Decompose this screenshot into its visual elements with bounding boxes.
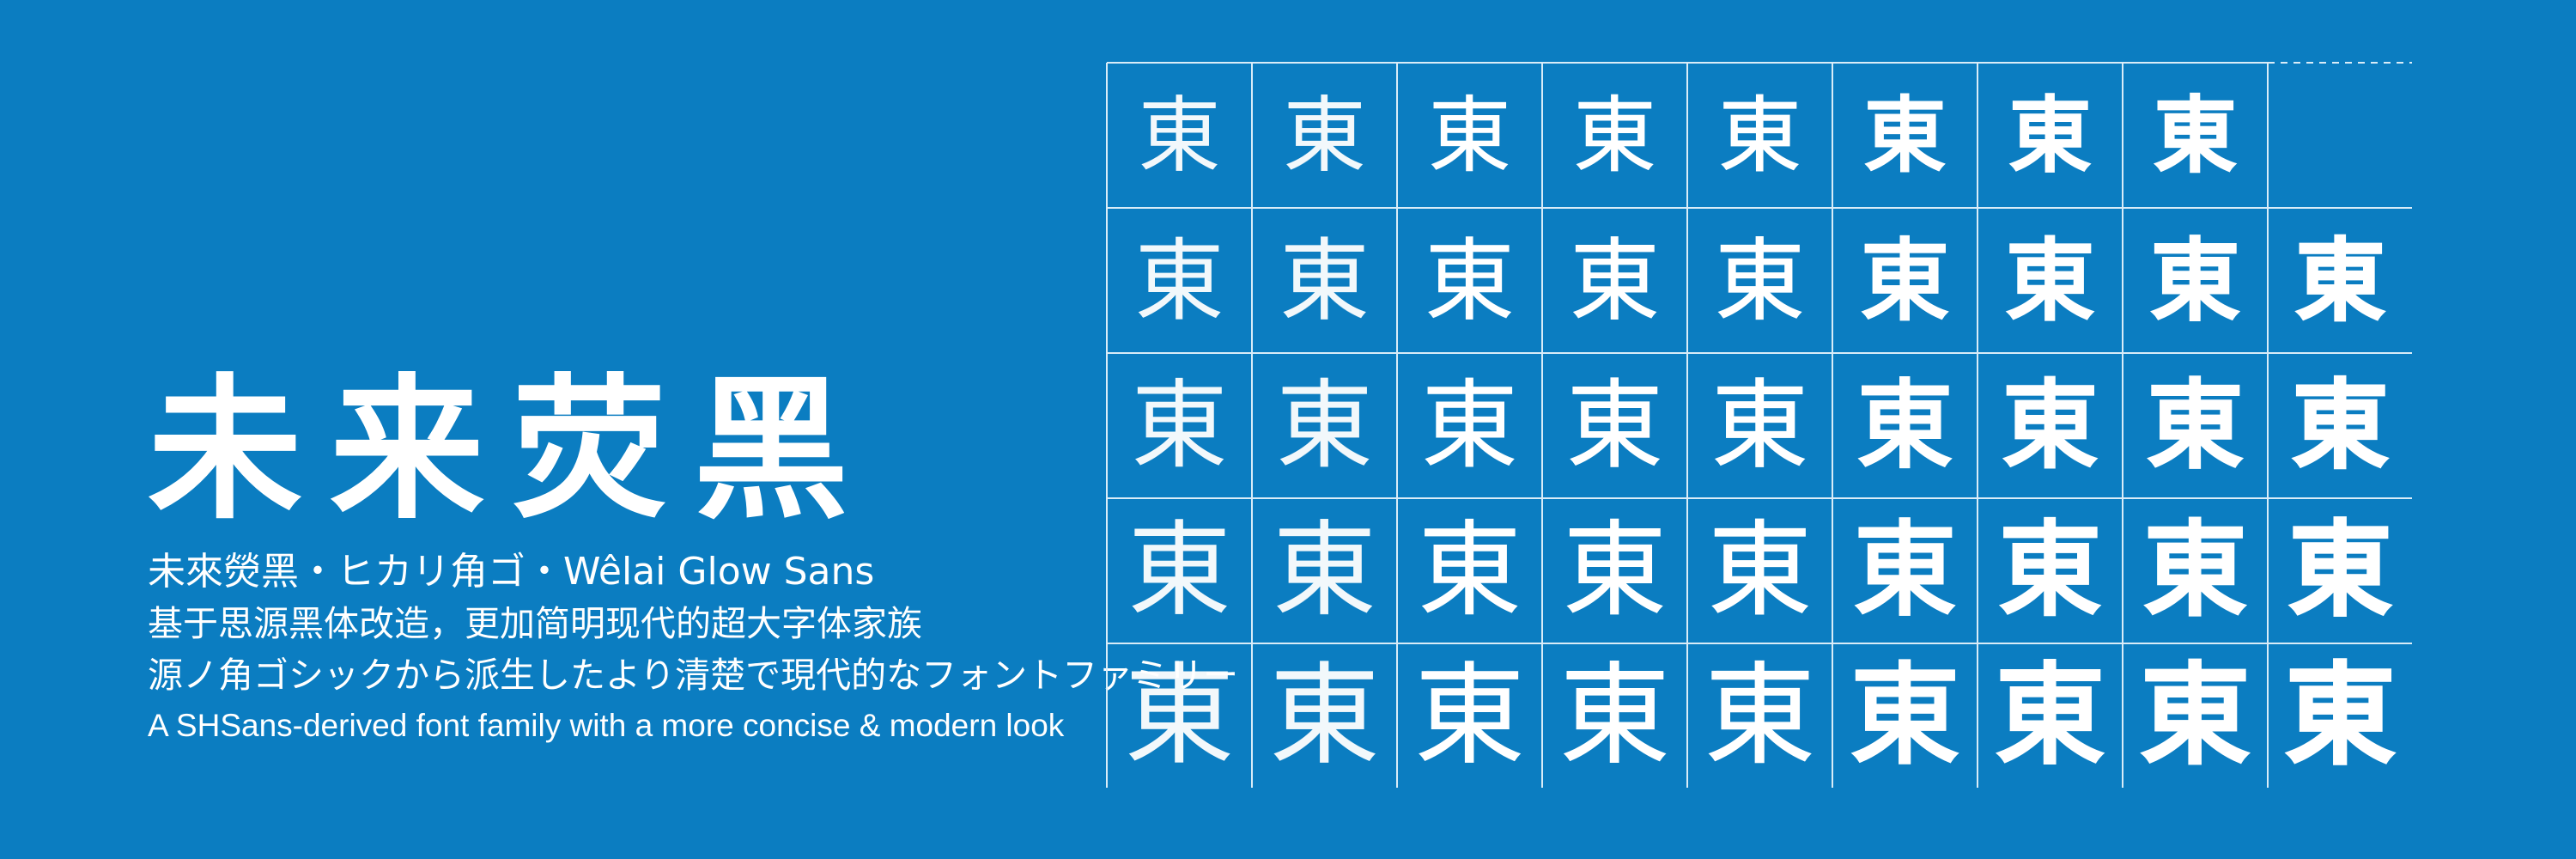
glyph-cell: 東 <box>2005 228 2095 333</box>
glyph-cell: 東 <box>1566 369 1663 482</box>
glyph-cell: 東 <box>1124 651 1235 780</box>
glyph-cell: 東 <box>1711 369 1808 482</box>
glyph-cell: 東 <box>1573 87 1656 184</box>
description-japanese: 源ノ角ゴシックから派生したより清楚で現代的なフォントファミリー <box>148 655 1239 696</box>
glyph-cell: 東 <box>2150 228 2241 333</box>
hero-text: 未来荧黑 未來熒黑・ヒカリ角ゴ・Wêlai Glow Sans 基于思源黑体改造… <box>148 361 1239 751</box>
glyph-cell: 東 <box>1708 510 1812 631</box>
glyph-cell: 東 <box>1421 369 1518 482</box>
glyph-cell: 東 <box>1428 87 1511 184</box>
font-names-subtitle: 未來熒黑・ヒカリ角ゴ・Wêlai Glow Sans <box>148 550 875 594</box>
glyph-cell: 東 <box>1414 651 1525 780</box>
glyph-cell: 東 <box>1863 87 1947 184</box>
glyph-cell: 東 <box>1853 510 1957 631</box>
page-title: 未来荧黑 <box>148 361 877 540</box>
glyph-cell: 東 <box>2143 510 2248 631</box>
glyph-cell: 東 <box>2140 651 2251 780</box>
glyph-cell: 東 <box>1273 510 1376 631</box>
glyph-cell: 東 <box>2154 87 2238 184</box>
glyph-cell: 東 <box>2287 510 2392 631</box>
glyph-cell: 東 <box>2147 369 2245 482</box>
glyph-cell: 東 <box>1998 510 2102 631</box>
glyph-cell: 東 <box>1563 510 1667 631</box>
glyph-cell: 東 <box>2002 369 2099 482</box>
glyph-cell: 東 <box>1718 87 1801 184</box>
glyph-cell: 東 <box>1134 228 1224 333</box>
glyph-cell: 東 <box>2284 651 2396 780</box>
glyph-cell: 東 <box>1418 510 1522 631</box>
glyph-cell: 東 <box>2291 369 2389 482</box>
glyph-cell: 東 <box>1127 510 1231 631</box>
grid-lines <box>1106 62 2412 788</box>
glyph-cell: 東 <box>1856 369 1953 482</box>
glyph-cell: 東 <box>1279 228 1370 333</box>
glyph-cell: 東 <box>1269 651 1380 780</box>
glyph-cell: 東 <box>2008 87 2092 184</box>
glyph-cell: 東 <box>1570 228 1660 333</box>
glyph-cell: 東 <box>1559 651 1670 780</box>
description-chinese: 基于思源黑体改造，更加简明现代的超大字体家族 <box>148 603 922 644</box>
glyph-cell: 東 <box>2294 228 2385 333</box>
description-english: A SHSans-derived font family with a more… <box>148 708 1065 743</box>
glyph-cell: 東 <box>1860 228 1950 333</box>
glyph-cell: 東 <box>1276 369 1373 482</box>
glyph-cell: 東 <box>1131 369 1228 482</box>
glyph-cell: 東 <box>1425 228 1515 333</box>
glyph-cell: 東 <box>1283 87 1366 184</box>
glyph-cell: 東 <box>1715 228 1805 333</box>
weight-specimen-grid: 東東東東東東東東東東東東東東東東東東東東東東東東東東東東東東東東東東東東東東東東… <box>1106 62 2412 788</box>
glyph-cell: 東 <box>1704 651 1815 780</box>
glyph-cell: 東 <box>1995 651 2105 780</box>
glyph-cell: 東 <box>1138 87 1221 184</box>
glyph-cell: 東 <box>1850 651 1960 780</box>
